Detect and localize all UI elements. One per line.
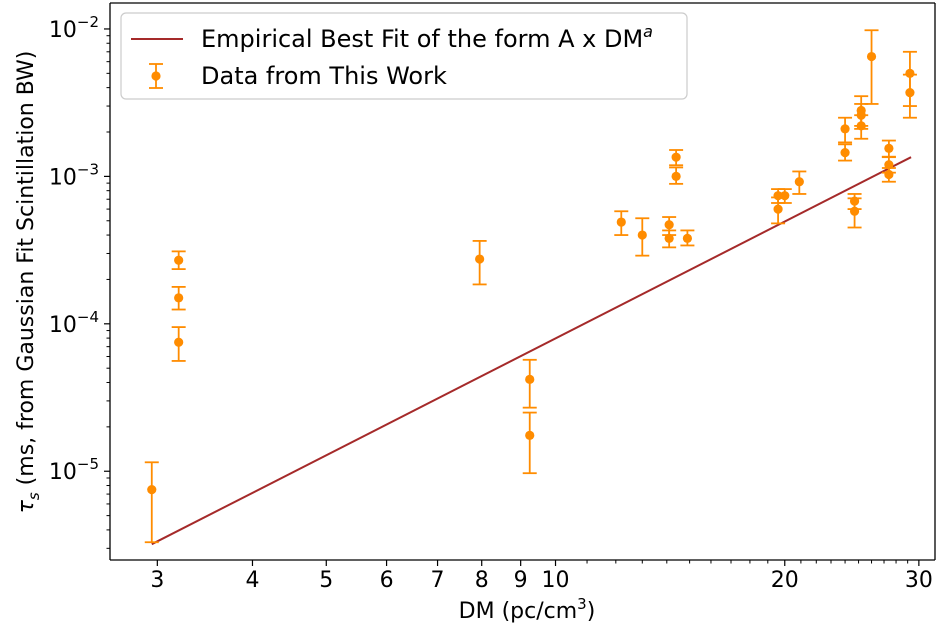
legend-fit-label: Empirical Best Fit of the form A x DMa [201, 22, 653, 53]
x-tick-label: 4 [245, 568, 259, 593]
y-axis: 10−5 10−4 10−3 10−2 [49, 13, 110, 549]
data-point [174, 255, 184, 265]
data-layer [144, 29, 917, 544]
fit-layer [151, 156, 912, 546]
y-tick-label: 10−3 [49, 160, 99, 190]
x-tick-label: 10 [542, 568, 570, 593]
x-tick-label: 30 [905, 568, 933, 593]
y-tick-label: 10−2 [49, 13, 99, 43]
data-point [849, 206, 860, 216]
data-point [664, 233, 674, 243]
x-axis-title: DM (pc/cm3) [459, 595, 596, 624]
legend-data-label: Data from This Work [201, 62, 447, 90]
data-point [773, 204, 783, 214]
data-point [174, 337, 184, 347]
y-axis-title: τs (ms, from Gaussian Fit Scintillation … [14, 51, 43, 514]
x-tick-label: 20 [771, 568, 799, 593]
x-tick-label: 3 [150, 568, 164, 593]
x-tick-label: 9 [514, 568, 528, 593]
data-point [866, 51, 877, 62]
data-point [147, 485, 157, 495]
axes-frame [109, 2, 936, 561]
data-point [884, 169, 894, 180]
data-point [616, 217, 626, 227]
data-point [671, 152, 681, 162]
data-point [840, 147, 850, 158]
legend-box [120, 12, 688, 100]
legend-marker [151, 71, 161, 81]
x-tick-label: 6 [380, 568, 394, 593]
data-point [637, 230, 647, 240]
x-tick-label: 7 [431, 568, 445, 593]
fit-line [151, 156, 912, 546]
data-point [664, 220, 674, 230]
data-point [525, 430, 535, 441]
data-point [682, 233, 693, 243]
data-point [794, 177, 804, 187]
data-point [905, 88, 915, 98]
data-point [671, 171, 681, 181]
y-tick-label: 10−4 [49, 308, 99, 338]
x-tick-label: 5 [319, 568, 333, 593]
data-point [856, 121, 866, 131]
legend-data-swatch [149, 63, 163, 89]
legend: Empirical Best Fit of the form A x DMa D… [120, 12, 688, 100]
x-tick-label: 8 [475, 568, 489, 593]
data-point [884, 160, 894, 170]
data-point [884, 143, 894, 153]
data-point [840, 124, 850, 134]
y-tick-label: 10−5 [49, 455, 99, 485]
data-point [525, 374, 535, 384]
data-point [174, 293, 184, 303]
x-axis: 3 4 5 6 7 8 9 10 20 30 [150, 560, 933, 593]
data-point [780, 191, 790, 201]
data-point [475, 254, 485, 264]
data-point [905, 68, 915, 78]
